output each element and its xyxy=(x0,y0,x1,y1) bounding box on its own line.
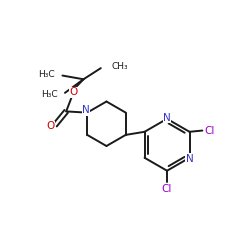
Text: Cl: Cl xyxy=(204,126,215,136)
Text: CH₃: CH₃ xyxy=(111,62,128,71)
Text: N: N xyxy=(82,105,90,115)
Text: N: N xyxy=(163,112,171,122)
Text: N: N xyxy=(186,154,194,164)
Text: O: O xyxy=(70,87,78,97)
Text: H₃C: H₃C xyxy=(41,90,58,99)
Text: O: O xyxy=(46,121,55,131)
Text: H₃C: H₃C xyxy=(38,70,55,78)
Text: Cl: Cl xyxy=(162,184,172,194)
